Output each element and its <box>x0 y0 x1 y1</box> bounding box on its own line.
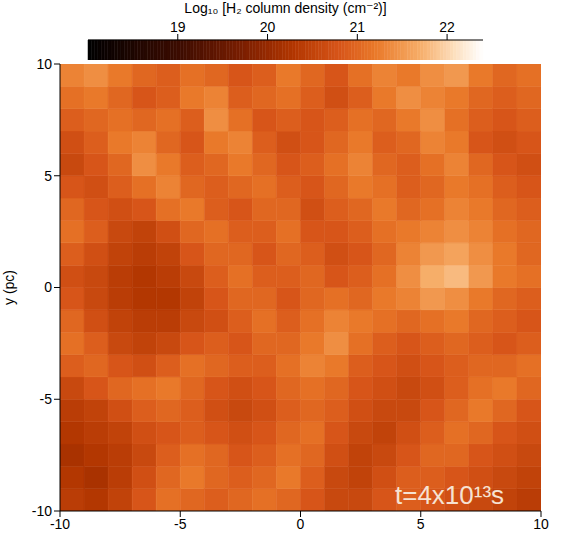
svg-text:0: 0 <box>297 516 305 532</box>
svg-text:10: 10 <box>533 516 549 532</box>
svg-text:-10: -10 <box>50 516 70 532</box>
svg-text:-5: -5 <box>174 516 187 532</box>
svg-text:-10: -10 <box>32 503 52 519</box>
svg-text:-5: -5 <box>40 391 53 407</box>
svg-text:20: 20 <box>260 19 276 35</box>
svg-text:22: 22 <box>439 19 455 35</box>
svg-text:10: 10 <box>36 56 52 72</box>
html-text:Log₁₀ [H₂ column density (cm⁻²: Log₁₀ [H₂ column density (cm⁻²)] <box>184 0 387 16</box>
svg-text:0: 0 <box>44 279 52 295</box>
svg-text:5: 5 <box>44 168 52 184</box>
html-text:t=4x10¹³s: t=4x10¹³s <box>395 480 505 510</box>
svg-text:5: 5 <box>417 516 425 532</box>
svg-text:21: 21 <box>350 19 366 35</box>
svg-text:y (pc): y (pc) <box>1 270 17 305</box>
svg-text:19: 19 <box>170 19 186 35</box>
